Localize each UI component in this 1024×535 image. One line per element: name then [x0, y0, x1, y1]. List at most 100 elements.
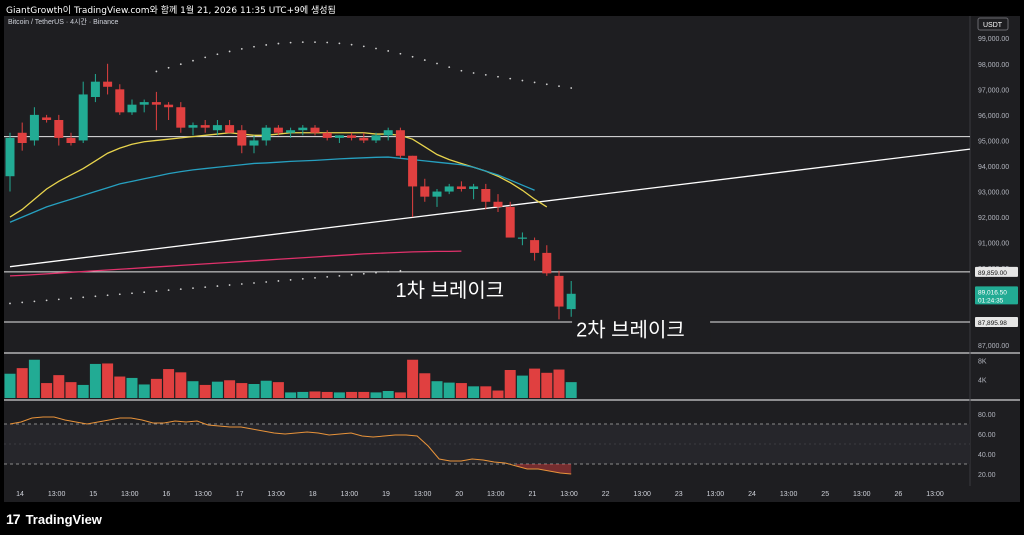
candle-body — [90, 81, 100, 97]
psar-dot — [399, 52, 402, 55]
candle-body — [5, 137, 15, 177]
trendline — [9, 148, 971, 268]
logo-mark-icon: 17 — [6, 511, 21, 527]
psar-dot — [240, 48, 243, 50]
time-tick-label: 22 — [602, 491, 610, 498]
volume-bar — [455, 383, 467, 398]
price-tick-label: 96,000.00 — [978, 113, 1009, 120]
psar-dot — [179, 63, 182, 66]
volume-bar — [443, 382, 455, 398]
volume-tick-label: 4K — [978, 377, 987, 384]
psar-dot — [277, 42, 280, 45]
break1-label-bg — [391, 276, 530, 305]
candle-body — [164, 104, 174, 108]
volume-bar — [77, 384, 89, 398]
time-tick-label: 13:00 — [926, 491, 944, 498]
volume-bar — [394, 392, 406, 398]
candle-body — [493, 201, 503, 207]
volume-bar — [333, 392, 345, 398]
chart-frame[interactable]: 99,000.00 98,000.00 97,000.00 96,000.00 95,0… — [4, 16, 1020, 502]
psar-dot — [399, 269, 402, 272]
time-tick-label: 14 — [16, 491, 24, 498]
psar-dot — [82, 296, 85, 299]
psar-dot — [289, 279, 292, 281]
time-tick-label: 13:00 — [560, 491, 578, 498]
psar-dot — [192, 287, 194, 290]
candle-body — [310, 127, 320, 133]
volume-bar — [199, 384, 211, 398]
volume-bar — [65, 382, 77, 398]
time-tick-label: 13:00 — [267, 491, 285, 498]
price-tick-label: 98,000.00 — [978, 62, 1009, 69]
time-tick-label: 15 — [89, 491, 97, 498]
volume-bar — [321, 391, 333, 398]
candle-body — [78, 94, 88, 141]
price-tick-label: 99,000.00 — [978, 36, 1009, 43]
candle-body — [334, 135, 344, 138]
volume-bar — [248, 384, 260, 398]
price-tag-upper-level-text: 89,859.00 — [978, 270, 1007, 277]
candle-body — [212, 125, 222, 131]
psar-dot — [204, 56, 207, 59]
candle-body — [554, 275, 564, 307]
volume-bar — [419, 373, 431, 398]
volume-bar — [41, 383, 53, 398]
time-tick-label: 23 — [675, 491, 683, 498]
psar-dot — [228, 50, 231, 53]
volume-tick-label: 8K — [978, 359, 987, 366]
volume-bar — [175, 372, 187, 398]
candle-body — [517, 237, 527, 239]
candle-body — [420, 186, 430, 197]
psar-dot — [350, 43, 353, 46]
volume-bar — [28, 359, 40, 398]
time-tick-label: 18 — [309, 491, 317, 498]
candle-body — [481, 189, 491, 202]
candle-body — [176, 107, 186, 128]
tradingview-logo[interactable]: 17 TradingView — [6, 510, 102, 528]
time-tick-label: 25 — [821, 491, 829, 498]
psar-dot — [33, 300, 36, 303]
candle-body — [273, 127, 283, 133]
psar-dot — [118, 293, 121, 296]
psar-dot — [265, 281, 268, 283]
candle-body — [383, 130, 393, 136]
time-tick-label: 13:00 — [341, 491, 359, 498]
volume-bar — [114, 376, 126, 398]
psar-dot — [45, 299, 48, 302]
psar-dot — [204, 286, 207, 288]
volume-bar — [431, 381, 443, 398]
price-chart[interactable]: 99,000.00 98,000.00 97,000.00 96,000.00 95,0… — [4, 16, 1020, 502]
volume-bar — [272, 382, 284, 398]
time-tick-label: 17 — [236, 491, 244, 498]
candle-body — [432, 191, 442, 197]
candle-body — [566, 293, 576, 310]
candle-body — [469, 186, 479, 189]
psar-dot — [192, 59, 194, 62]
price-tick-label: 95,000.00 — [978, 138, 1009, 145]
volume-bar — [126, 377, 138, 398]
candle-body — [530, 240, 540, 253]
volume-bar — [382, 391, 394, 398]
psar-dot — [216, 53, 219, 56]
candle-body — [249, 140, 259, 146]
volume-bar — [297, 391, 309, 398]
psar-dot — [521, 79, 524, 82]
psar-dot — [131, 292, 133, 295]
psar-dot — [338, 42, 341, 45]
volume-bar — [163, 369, 175, 398]
rsi-tick-label: 60.00 — [978, 432, 996, 439]
rsi-line — [9, 416, 572, 475]
volume-bar — [260, 380, 272, 398]
volume-bar — [53, 375, 65, 398]
psar-dot — [167, 66, 170, 69]
psar-dot — [375, 271, 377, 274]
price-tag-current — [975, 286, 1018, 305]
symbol-label: Bitcoin / TetherUS · 4시간 · Binance — [8, 17, 119, 26]
candle-body — [298, 127, 308, 131]
psar-dot — [533, 81, 536, 84]
volume-bar — [16, 368, 28, 398]
candle-body — [66, 137, 76, 143]
psar-dot — [472, 72, 475, 74]
candle-body — [395, 130, 405, 156]
psar-dot — [350, 273, 353, 276]
